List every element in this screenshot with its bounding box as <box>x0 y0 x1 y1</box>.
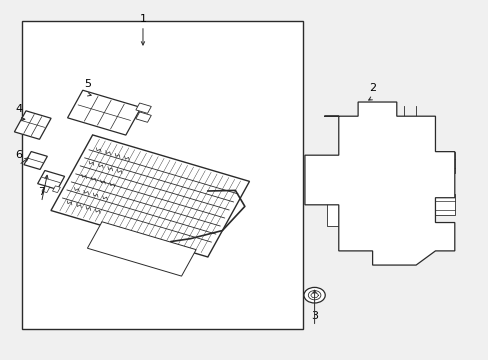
Text: 3: 3 <box>310 311 318 321</box>
Text: 4: 4 <box>15 104 22 114</box>
Polygon shape <box>305 102 454 265</box>
Polygon shape <box>67 90 141 135</box>
Bar <box>435 152 454 173</box>
Polygon shape <box>51 135 249 257</box>
Bar <box>435 194 454 215</box>
Polygon shape <box>136 112 151 122</box>
Polygon shape <box>136 103 151 113</box>
Text: 2: 2 <box>368 83 375 93</box>
Bar <box>362 159 396 184</box>
Polygon shape <box>14 111 51 139</box>
Bar <box>326 159 360 184</box>
Polygon shape <box>42 186 50 193</box>
Bar <box>326 201 360 226</box>
Circle shape <box>304 287 325 303</box>
Circle shape <box>325 163 332 168</box>
Bar <box>22 21 302 329</box>
Polygon shape <box>38 171 64 189</box>
Polygon shape <box>24 152 47 170</box>
Text: 5: 5 <box>84 79 91 89</box>
Bar <box>362 201 396 226</box>
Text: 1: 1 <box>139 14 146 24</box>
Polygon shape <box>52 186 60 193</box>
Text: 6: 6 <box>15 150 22 160</box>
Circle shape <box>405 233 416 241</box>
Circle shape <box>308 291 320 300</box>
Text: 7: 7 <box>38 188 45 197</box>
Polygon shape <box>87 222 196 276</box>
